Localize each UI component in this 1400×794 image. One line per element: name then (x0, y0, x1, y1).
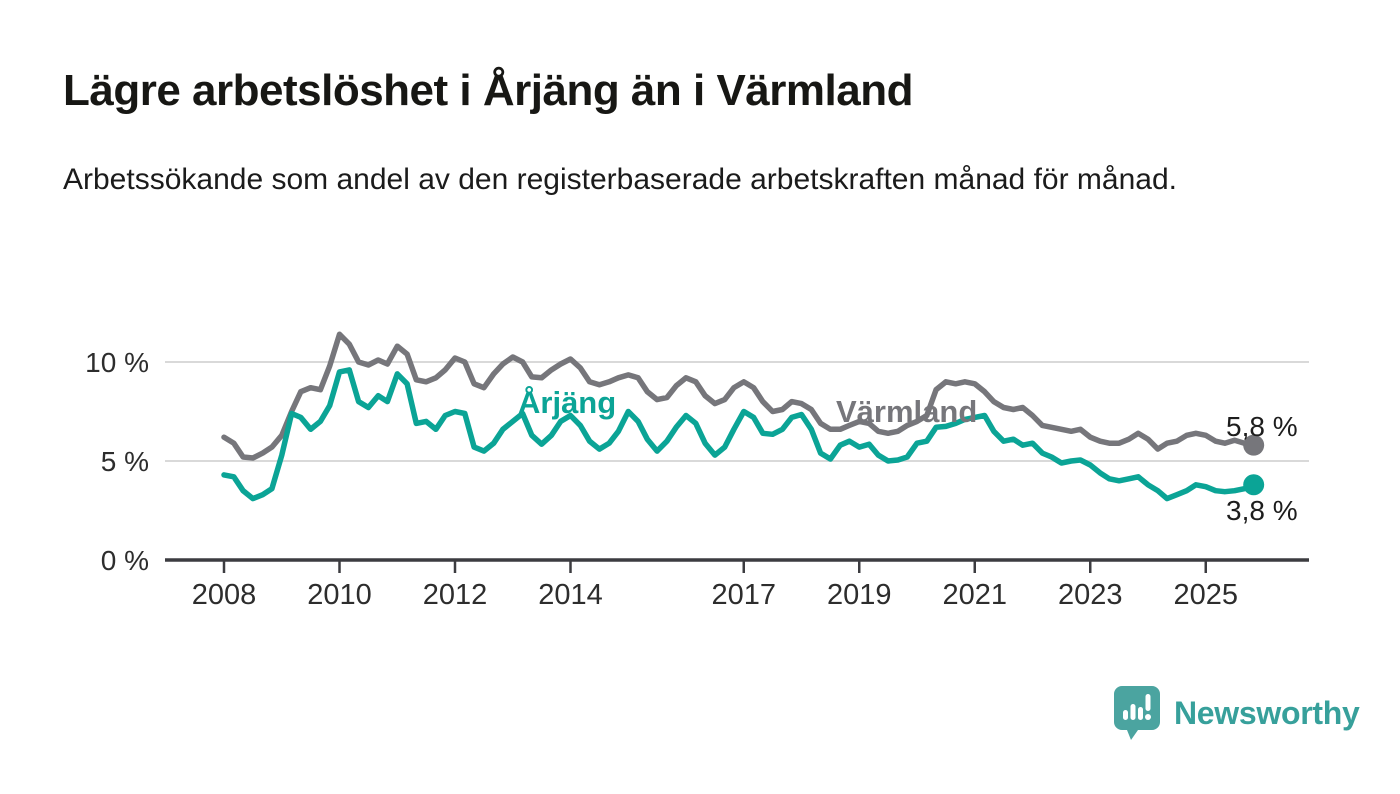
series-label-varmland: Värmland (836, 394, 977, 429)
x-axis-label: 2010 (307, 579, 372, 611)
end-value-label: 3,8 % (1226, 495, 1298, 526)
x-axis-label: 2012 (423, 579, 488, 611)
end-dot-vrmland (1243, 434, 1265, 456)
x-axis-label: 2019 (827, 579, 892, 611)
page-title: Lägre arbetslöshet i Årjäng än i Värmlan… (63, 66, 913, 115)
y-axis-label: 10 % (85, 347, 149, 378)
end-dot-rjng (1243, 474, 1265, 496)
x-axis-label: 2014 (538, 579, 603, 611)
brand-footer: Newsworthy (1112, 684, 1360, 742)
x-axis-label: 2025 (1173, 579, 1238, 611)
speech-bubble-shape (1114, 686, 1160, 740)
newsworthy-wordmark: Newsworthy (1174, 694, 1360, 731)
line-rjng (221, 367, 1257, 502)
newsworthy-logo-icon (1114, 686, 1160, 740)
x-axis-label: 2021 (942, 579, 1007, 611)
x-axis-label: 2008 (192, 579, 257, 611)
x-axis-label: 2017 (711, 579, 776, 611)
line-vrmland (221, 331, 1257, 461)
bar-chart-glyph (1123, 694, 1151, 720)
y-axis-label: 0 % (101, 545, 149, 576)
chart-subtitle: Arbetssökande som andel av den registerb… (63, 163, 1177, 196)
y-axis-label: 5 % (101, 446, 149, 477)
x-axis-label: 2023 (1058, 579, 1123, 611)
series-label-arjang: Årjäng (518, 385, 616, 420)
end-value-label: 5,8 % (1226, 411, 1298, 442)
